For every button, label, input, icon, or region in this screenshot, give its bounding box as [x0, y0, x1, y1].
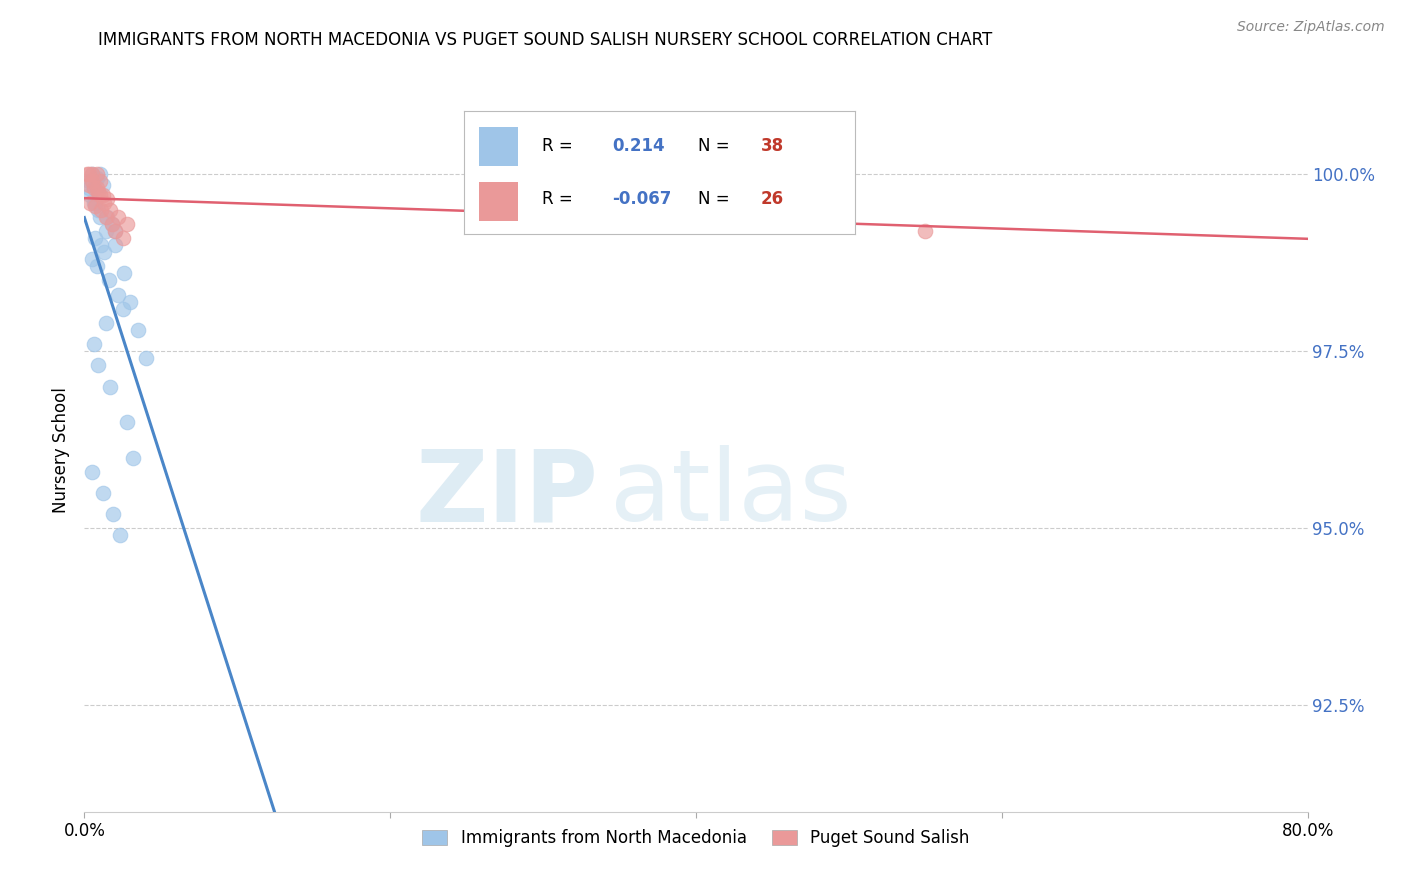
Point: [86, 170, 108, 185]
Point: [94, 210, 117, 224]
Point: [111, 231, 134, 245]
Text: ZIP: ZIP: [415, 445, 598, 542]
Point: [91, 486, 114, 500]
Point: [104, 224, 127, 238]
Text: IMMIGRANTS FROM NORTH MACEDONIA VS PUGET SOUND SALISH NURSERY SCHOOL CORRELATION: IMMIGRANTS FROM NORTH MACEDONIA VS PUGET…: [98, 31, 993, 49]
Point: [104, 224, 127, 238]
Point: [103, 507, 125, 521]
Point: [122, 450, 145, 465]
Point: [86, 181, 108, 195]
Point: [80, 167, 103, 181]
Point: [77, 174, 100, 188]
Point: [107, 287, 129, 301]
Point: [90, 202, 112, 217]
Point: [91, 188, 114, 202]
Point: [112, 266, 135, 280]
Point: [120, 294, 142, 309]
Point: [127, 323, 149, 337]
Point: [87, 202, 110, 217]
Point: [107, 210, 129, 224]
Point: [98, 380, 121, 394]
Point: [87, 185, 110, 199]
Point: [84, 231, 107, 245]
Point: [79, 195, 101, 210]
Point: [98, 202, 121, 217]
Point: [108, 528, 131, 542]
Point: [80, 252, 103, 267]
Text: Source: ZipAtlas.com: Source: ZipAtlas.com: [1237, 20, 1385, 34]
Point: [94, 316, 117, 330]
Point: [83, 181, 105, 195]
Point: [90, 238, 112, 252]
Point: [96, 210, 118, 224]
Point: [89, 167, 111, 181]
Point: [80, 167, 103, 181]
Point: [83, 195, 105, 210]
Point: [93, 195, 115, 210]
Point: [101, 217, 124, 231]
Point: [115, 217, 138, 231]
Point: [83, 337, 105, 351]
Point: [87, 359, 110, 373]
Point: [91, 178, 114, 192]
Y-axis label: Nursery School: Nursery School: [52, 387, 70, 514]
Point: [84, 199, 107, 213]
Point: [914, 224, 936, 238]
Point: [97, 273, 120, 287]
Point: [89, 174, 111, 188]
Point: [84, 195, 107, 210]
Point: [94, 224, 117, 238]
Point: [111, 301, 134, 316]
Legend: Immigrants from North Macedonia, Puget Sound Salish: Immigrants from North Macedonia, Puget S…: [416, 822, 976, 854]
Point: [135, 351, 157, 366]
Point: [80, 465, 103, 479]
Point: [79, 188, 101, 202]
Point: [89, 188, 111, 202]
Point: [80, 174, 103, 188]
Point: [531, 188, 554, 202]
Point: [86, 167, 108, 181]
Point: [89, 210, 111, 224]
Point: [96, 192, 118, 206]
Point: [104, 238, 127, 252]
Point: [77, 181, 100, 195]
Point: [115, 415, 138, 429]
Point: [101, 217, 124, 231]
Point: [77, 167, 100, 181]
Point: [77, 178, 100, 192]
Text: atlas: atlas: [610, 445, 852, 542]
Point: [76, 167, 98, 181]
Point: [86, 260, 108, 274]
Point: [93, 245, 115, 260]
